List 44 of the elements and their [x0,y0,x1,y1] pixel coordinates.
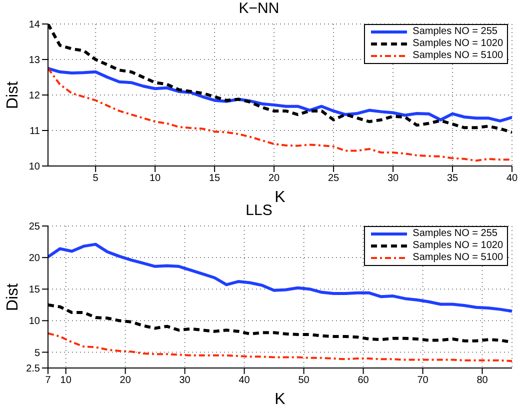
legend-label: Samples NO = 255 [412,26,498,38]
legend-label: Samples NO = 5100 [412,50,503,62]
x-tick-label: 30 [179,375,191,386]
x-axis-title: K [274,189,286,206]
y-axis-title: Dist [4,282,22,311]
x-tick-label: 5 [92,173,99,184]
legend-label: Samples NO = 255 [412,228,498,240]
x-tick-label: 25 [328,173,340,184]
x-tick-label: 10 [60,375,72,386]
x-tick-label: 15 [209,173,221,184]
chart-title: LLS [246,202,272,219]
y-axis-title: Dist [4,80,22,109]
legend-label: Samples NO = 1020 [412,38,503,50]
y-tick-label: 11 [30,126,40,138]
y-tick-label: 5 [34,348,40,359]
x-tick-label: 20 [268,173,280,184]
x-tick-label: 50 [298,375,310,386]
legend-label: Samples NO = 1020 [412,240,503,252]
chart-title: K−NN [238,0,280,18]
x-tick-label: 40 [506,173,518,184]
x-tick-label: 20 [120,375,132,386]
x-tick-label: 30 [387,173,400,184]
y-tick-label: 10 [28,162,40,173]
x-tick-label: 80 [476,375,488,386]
line-series [48,242,512,313]
y-tick-label: 2.5 [26,364,40,375]
line-series [48,67,512,162]
x-axis-title: K [274,391,286,405]
y-tick-label: 20 [28,253,40,264]
x-tick-label: 10 [150,173,162,184]
line-series [48,332,512,362]
line-series [48,66,512,122]
y-tick-label: 13 [28,55,40,66]
y-tick-label: 10 [28,316,40,328]
legend-label: Samples NO = 5100 [412,252,503,264]
x-tick-label: 60 [358,375,370,386]
y-tick-label: 15 [28,284,40,296]
x-tick-label: 40 [238,375,250,386]
x-tick-label: 7 [45,375,52,386]
x-tick-label: 35 [446,173,459,184]
y-tick-label: 25 [28,222,40,233]
y-tick-label: 14 [28,20,40,31]
y-tick-label: 12 [28,90,40,102]
x-tick-label: 70 [417,375,429,386]
